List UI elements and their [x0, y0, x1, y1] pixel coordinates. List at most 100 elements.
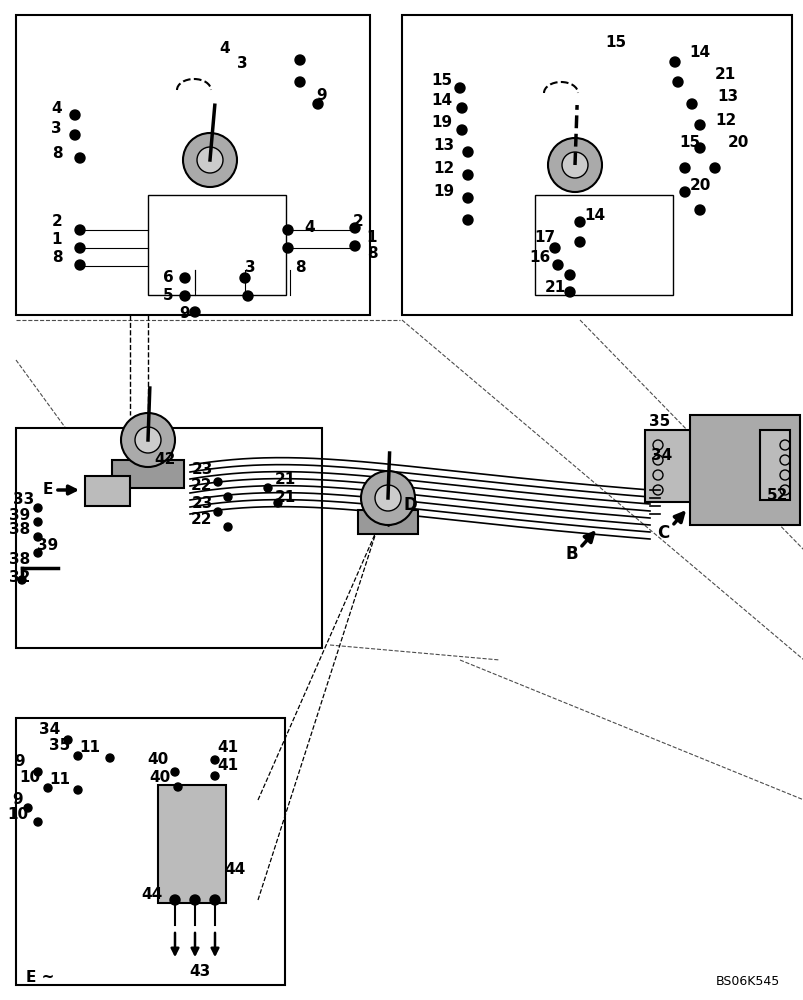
- Circle shape: [686, 99, 696, 109]
- Text: 52: 52: [766, 488, 788, 504]
- Text: 44: 44: [141, 887, 162, 902]
- Text: 32: 32: [10, 570, 31, 585]
- Circle shape: [694, 120, 704, 130]
- Circle shape: [210, 772, 218, 780]
- Bar: [85, 476, 130, 506]
- Circle shape: [34, 818, 42, 826]
- Circle shape: [463, 170, 472, 180]
- Text: C: C: [656, 524, 668, 542]
- Text: 15: 15: [679, 135, 699, 150]
- Text: B: B: [565, 545, 577, 563]
- Text: 4: 4: [304, 221, 315, 235]
- Text: 21: 21: [714, 67, 735, 82]
- Text: 39: 39: [10, 508, 31, 522]
- Circle shape: [34, 504, 42, 512]
- Circle shape: [18, 576, 26, 584]
- Bar: [16, 15, 369, 315]
- Circle shape: [70, 110, 80, 120]
- Text: 21: 21: [274, 490, 296, 506]
- Text: 40: 40: [149, 770, 170, 785]
- Text: 44: 44: [224, 862, 246, 877]
- Circle shape: [295, 55, 304, 65]
- Text: 15: 15: [605, 35, 626, 50]
- Circle shape: [679, 163, 689, 173]
- Circle shape: [283, 225, 292, 235]
- Circle shape: [210, 756, 218, 764]
- Bar: [16, 428, 321, 648]
- Bar: [148, 195, 286, 295]
- Circle shape: [549, 243, 560, 253]
- Circle shape: [106, 754, 114, 762]
- Circle shape: [224, 493, 232, 501]
- Text: 35: 35: [49, 738, 71, 754]
- Circle shape: [173, 783, 181, 791]
- Circle shape: [34, 768, 42, 776]
- Text: 33: 33: [14, 492, 35, 508]
- Bar: [112, 460, 184, 488]
- Circle shape: [694, 205, 704, 215]
- Text: 34: 34: [650, 448, 672, 462]
- Text: 12: 12: [433, 161, 454, 176]
- Circle shape: [548, 138, 601, 192]
- Text: 41: 41: [217, 740, 238, 756]
- Text: 23: 23: [191, 495, 213, 510]
- Circle shape: [463, 215, 472, 225]
- Circle shape: [679, 187, 689, 197]
- Text: 43: 43: [190, 964, 210, 979]
- Text: 2: 2: [51, 215, 63, 230]
- Text: 14: 14: [584, 208, 605, 223]
- Circle shape: [135, 427, 161, 453]
- Circle shape: [274, 499, 282, 507]
- Text: 11: 11: [50, 772, 71, 787]
- Circle shape: [197, 147, 222, 173]
- Circle shape: [374, 485, 401, 511]
- Bar: [534, 195, 672, 295]
- Text: E: E: [43, 483, 53, 497]
- Text: 41: 41: [217, 758, 238, 774]
- Circle shape: [240, 273, 250, 283]
- Circle shape: [561, 152, 587, 178]
- Circle shape: [283, 243, 292, 253]
- Circle shape: [295, 77, 304, 87]
- Circle shape: [214, 508, 222, 516]
- Text: 9: 9: [179, 306, 190, 320]
- Text: E ~: E ~: [26, 970, 54, 985]
- Bar: [357, 510, 418, 534]
- Text: 22: 22: [191, 512, 213, 526]
- Text: 3: 3: [51, 121, 61, 136]
- Text: 13: 13: [716, 89, 738, 104]
- Circle shape: [34, 549, 42, 557]
- Circle shape: [263, 484, 271, 492]
- Circle shape: [120, 413, 175, 467]
- Text: 17: 17: [534, 231, 555, 245]
- Text: 20: 20: [688, 178, 710, 193]
- Text: D: D: [402, 496, 417, 514]
- Circle shape: [34, 518, 42, 526]
- Circle shape: [75, 243, 85, 253]
- Circle shape: [74, 786, 82, 794]
- Text: 40: 40: [147, 752, 169, 768]
- Circle shape: [44, 784, 52, 792]
- Text: 42: 42: [154, 452, 176, 468]
- Text: 4: 4: [219, 41, 230, 56]
- Text: 38: 38: [10, 522, 31, 538]
- Text: 20: 20: [727, 135, 748, 150]
- Circle shape: [180, 291, 190, 301]
- Circle shape: [180, 273, 190, 283]
- Text: 6: 6: [162, 270, 173, 286]
- Text: 21: 21: [274, 473, 296, 488]
- Circle shape: [361, 471, 414, 525]
- Circle shape: [709, 163, 719, 173]
- Circle shape: [210, 895, 220, 905]
- Circle shape: [574, 217, 585, 227]
- Circle shape: [34, 533, 42, 541]
- Text: 23: 23: [191, 462, 213, 478]
- Text: 3: 3: [244, 260, 255, 275]
- Text: BS06K545: BS06K545: [715, 975, 779, 988]
- Text: 21: 21: [544, 280, 565, 296]
- Circle shape: [672, 77, 683, 87]
- Bar: [158, 785, 226, 903]
- Circle shape: [349, 223, 360, 233]
- Bar: [16, 718, 284, 985]
- Circle shape: [574, 237, 585, 247]
